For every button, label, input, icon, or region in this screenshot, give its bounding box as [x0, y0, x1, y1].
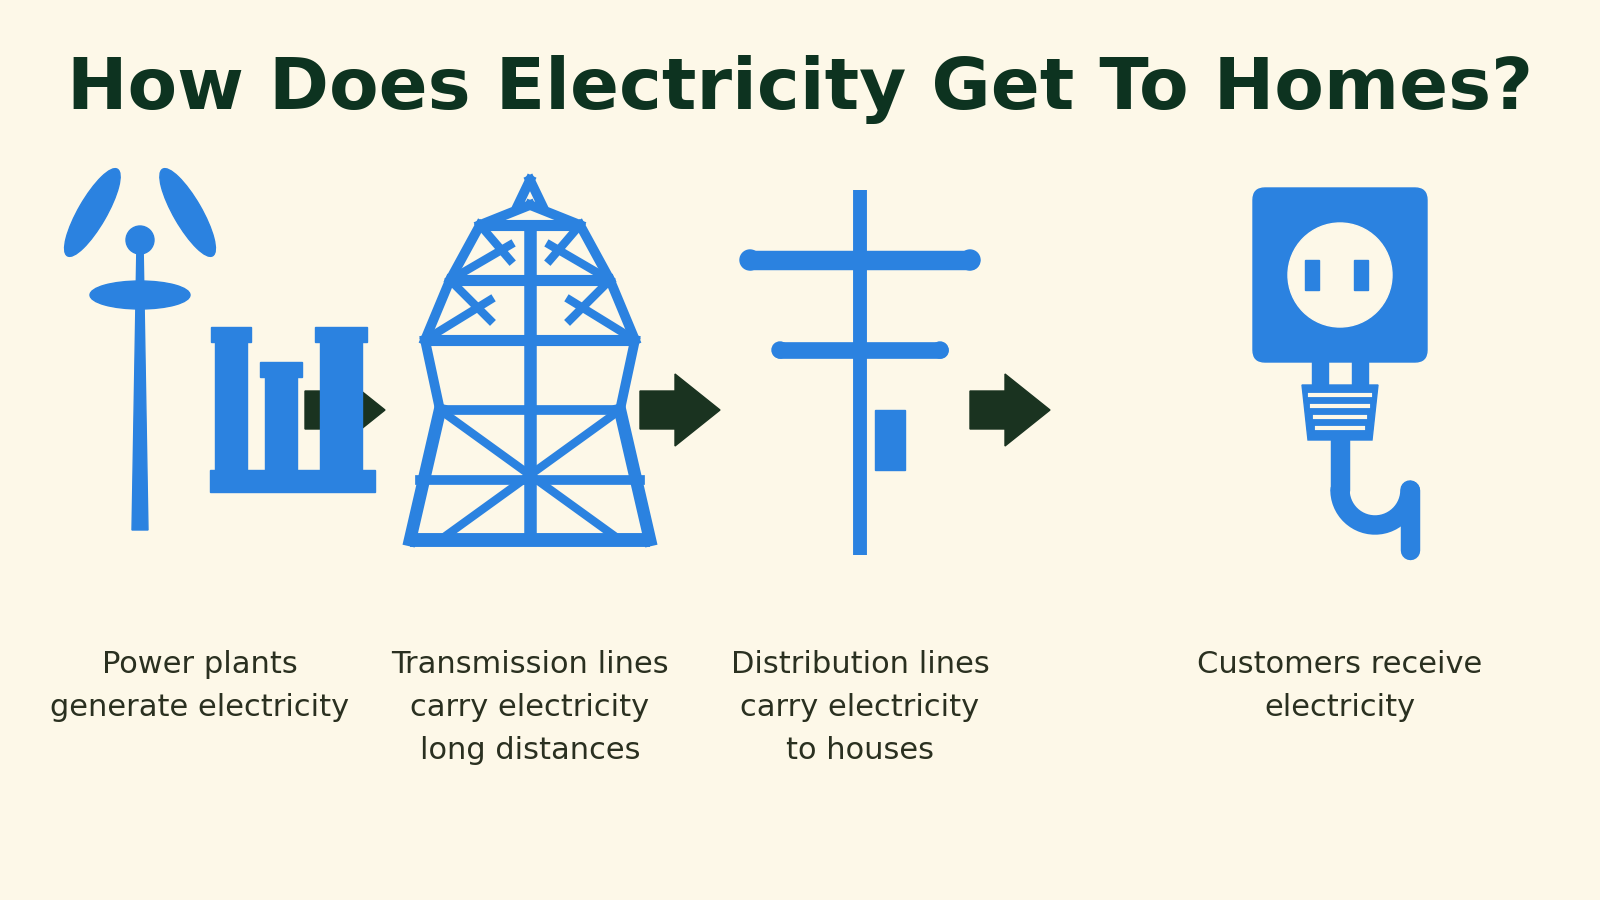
FancyArrow shape — [306, 374, 386, 446]
FancyBboxPatch shape — [1253, 188, 1427, 362]
Polygon shape — [131, 240, 147, 530]
Text: Transmission lines
carry electricity
long distances: Transmission lines carry electricity lon… — [390, 650, 669, 765]
FancyArrow shape — [640, 374, 720, 446]
Bar — [875, 410, 906, 470]
Ellipse shape — [90, 281, 190, 309]
Bar — [315, 327, 366, 342]
Bar — [1312, 350, 1328, 385]
Bar — [1306, 260, 1318, 290]
Circle shape — [960, 250, 979, 270]
Bar — [1354, 260, 1368, 290]
Ellipse shape — [160, 168, 216, 256]
Bar — [266, 375, 298, 472]
Polygon shape — [1302, 385, 1378, 440]
Text: How Does Electricity Get To Homes?: How Does Electricity Get To Homes? — [67, 56, 1533, 124]
Bar — [210, 470, 374, 492]
FancyArrow shape — [970, 374, 1050, 446]
Circle shape — [739, 250, 760, 270]
Circle shape — [771, 342, 787, 358]
Bar — [1352, 350, 1368, 385]
Bar — [320, 340, 362, 472]
Text: Power plants
generate electricity: Power plants generate electricity — [51, 650, 349, 722]
Circle shape — [1288, 223, 1392, 327]
Ellipse shape — [64, 168, 120, 256]
Bar — [214, 340, 246, 472]
Circle shape — [126, 226, 154, 254]
Text: Distribution lines
carry electricity
to houses: Distribution lines carry electricity to … — [731, 650, 989, 765]
Circle shape — [931, 342, 947, 358]
Bar — [211, 327, 251, 342]
Circle shape — [850, 250, 870, 270]
Text: Customers receive
electricity: Customers receive electricity — [1197, 650, 1483, 722]
Bar — [259, 362, 302, 377]
